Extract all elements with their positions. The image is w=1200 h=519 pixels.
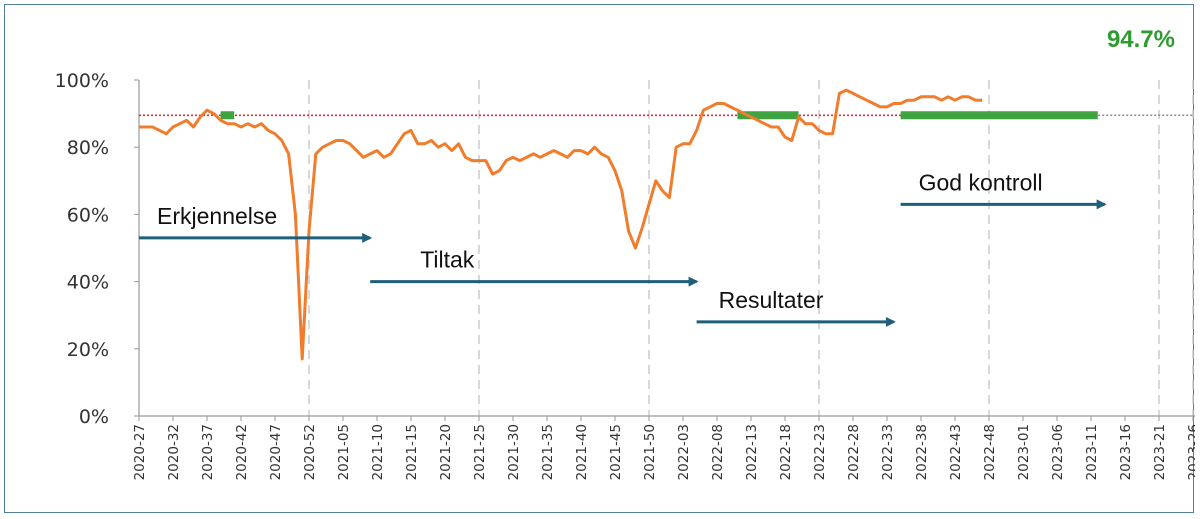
phase-label: Tiltak	[420, 247, 475, 273]
y-tick-label: 100%	[55, 70, 109, 92]
x-tick-label: 2020-42	[234, 424, 250, 480]
y-tick-label: 20%	[67, 339, 109, 361]
y-axis: 0% 20% 40% 60% 80% 100%	[55, 70, 139, 428]
line-chart: 94.7% 0%20%40%60%80%100% 2020-27 2020-32 2…	[55, 26, 1195, 480]
x-tick-label: 2020-32	[166, 424, 182, 480]
x-tick-label: 2021-40	[574, 424, 590, 480]
x-tick-label: 2021-30	[506, 424, 522, 480]
phase-arrows: Erkjennelse Tiltak Resultater God kontroll	[139, 169, 1107, 327]
x-tick-label: 2020-47	[268, 424, 284, 480]
x-tick-label: 2022-13	[744, 424, 760, 480]
x-tick-label: 2021-25	[472, 424, 488, 480]
phase-label: Resultater	[719, 287, 824, 313]
x-tick-label: 2022-03	[676, 424, 692, 480]
x-tick-label: 2021-35	[540, 424, 556, 480]
x-tick-label: 2021-45	[608, 424, 624, 480]
phase-label: God kontroll	[919, 169, 1043, 195]
x-tick-label: 2020-52	[302, 424, 318, 480]
x-tick-label: 2021-50	[642, 424, 658, 480]
x-tick-label: 2021-10	[370, 424, 386, 480]
chart-frame: 94.7% 0% 20% 40% 60% 80% 100% 2020-27 2020-32 2…	[4, 4, 1195, 513]
x-tick-label: 2022-08	[710, 424, 726, 480]
x-tick-label: 2023-21	[1152, 424, 1168, 480]
headline-value: 94.7%	[1107, 26, 1175, 53]
y-tick-label: 40%	[67, 272, 109, 294]
x-axis: 2020-27 2020-32 2020-37 2020-42 2020-47 2020-…	[132, 416, 1195, 480]
y-tick-label: 80%	[67, 137, 109, 159]
y-tick-label: 60%	[67, 204, 109, 226]
x-tick-label: 2023-11	[1084, 424, 1100, 480]
x-tick-label: 2022-18	[778, 424, 794, 480]
x-tick-label: 2020-27	[132, 424, 148, 480]
x-tick-label: 2023-16	[1118, 424, 1134, 480]
x-tick-label: 2022-23	[812, 424, 828, 480]
x-tick-label: 2022-43	[948, 424, 964, 480]
x-tick-label: 2021-20	[438, 424, 454, 480]
x-tick-label: 2022-48	[982, 424, 998, 480]
y-tick-label: 0%	[79, 406, 109, 428]
x-tick-label: 2021-05	[336, 424, 352, 480]
x-tick-label: 2022-33	[880, 424, 896, 480]
x-tick-label: 2023-06	[1050, 424, 1066, 480]
x-tick-label: 2021-15	[404, 424, 420, 480]
series-line	[139, 88, 983, 361]
series	[139, 88, 983, 361]
x-tick-label: 2023-26	[1186, 424, 1195, 480]
x-tick-label: 2022-28	[846, 424, 862, 480]
x-tick-label: 2023-01	[1016, 424, 1032, 480]
phase-label: Erkjennelse	[157, 203, 277, 229]
x-tick-label: 2020-37	[200, 424, 216, 480]
x-tick-label: 2022-38	[914, 424, 930, 480]
